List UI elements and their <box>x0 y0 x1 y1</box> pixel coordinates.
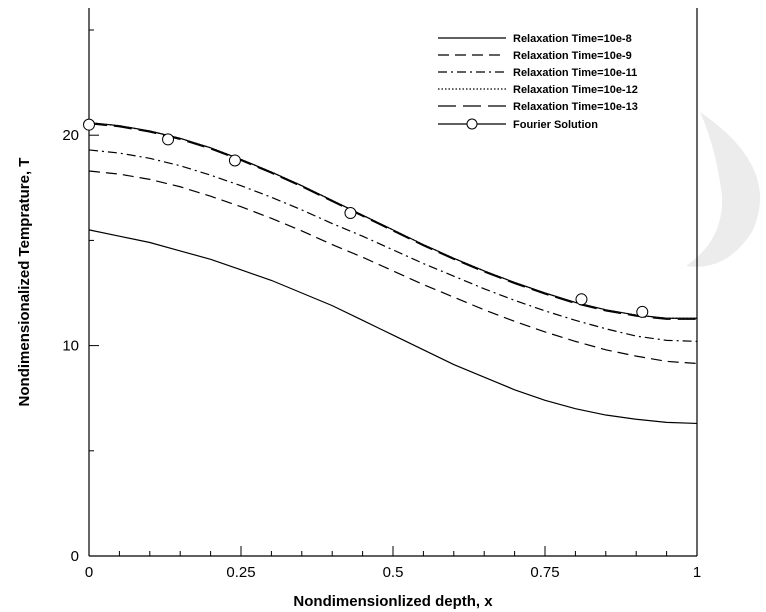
legend-label-4: Relaxation Time=10e-13 <box>513 101 638 113</box>
series-line-3 <box>88 121 697 319</box>
series-line-4 <box>88 123 697 320</box>
series-line-0 <box>88 229 698 425</box>
legend-label-1: Relaxation Time=10e-9 <box>513 50 632 62</box>
legend-item-3: Relaxation Time=10e-12 <box>438 84 638 96</box>
y-tick-label: 20 <box>62 127 79 144</box>
legend-item-1: Relaxation Time=10e-9 <box>438 50 632 62</box>
legend-label-5: Fourier Solution <box>513 119 598 131</box>
x-tick-label: 0.5 <box>383 564 404 581</box>
fourier-marker <box>344 207 357 220</box>
watermark-shape <box>686 112 761 267</box>
x-tick-label: 1 <box>693 564 701 581</box>
y-tick-label: 0 <box>71 548 79 565</box>
fourier-marker <box>636 305 649 318</box>
legend-label-0: Relaxation Time=10e-8 <box>513 33 632 45</box>
legend-marker-5 <box>466 118 478 130</box>
fourier-marker <box>228 154 241 167</box>
legend-label-2: Relaxation Time=10e-11 <box>513 67 637 79</box>
legend-item-0: Relaxation Time=10e-8 <box>438 33 632 45</box>
series-line-5 <box>88 121 697 319</box>
fourier-marker <box>162 133 175 146</box>
legend-item-2: Relaxation Time=10e-11 <box>438 67 637 79</box>
fourier-marker <box>83 118 95 131</box>
x-tick-label: 0.75 <box>530 564 559 581</box>
legend-item-4: Relaxation Time=10e-13 <box>438 101 638 113</box>
legend-item-5: Fourier Solution <box>438 118 598 131</box>
fourier-marker <box>575 293 588 306</box>
fourier-markers <box>83 118 649 318</box>
legend-label-3: Relaxation Time=10e-12 <box>513 84 638 96</box>
legend: Relaxation Time=10e-8 Relaxation Time=10… <box>438 33 638 131</box>
y-axis-title: Nondimensionalized Temprature, T <box>16 158 33 407</box>
x-axis-title: Nondimensionlized depth, x <box>293 593 493 610</box>
series-line-2 <box>88 149 698 342</box>
axis-ticks <box>88 29 698 557</box>
x-tick-label: 0.25 <box>226 564 255 581</box>
y-tick-label: 10 <box>62 338 79 355</box>
series-line-1 <box>88 170 698 365</box>
x-tick-label: 0 <box>85 564 93 581</box>
series-lines <box>88 121 698 425</box>
